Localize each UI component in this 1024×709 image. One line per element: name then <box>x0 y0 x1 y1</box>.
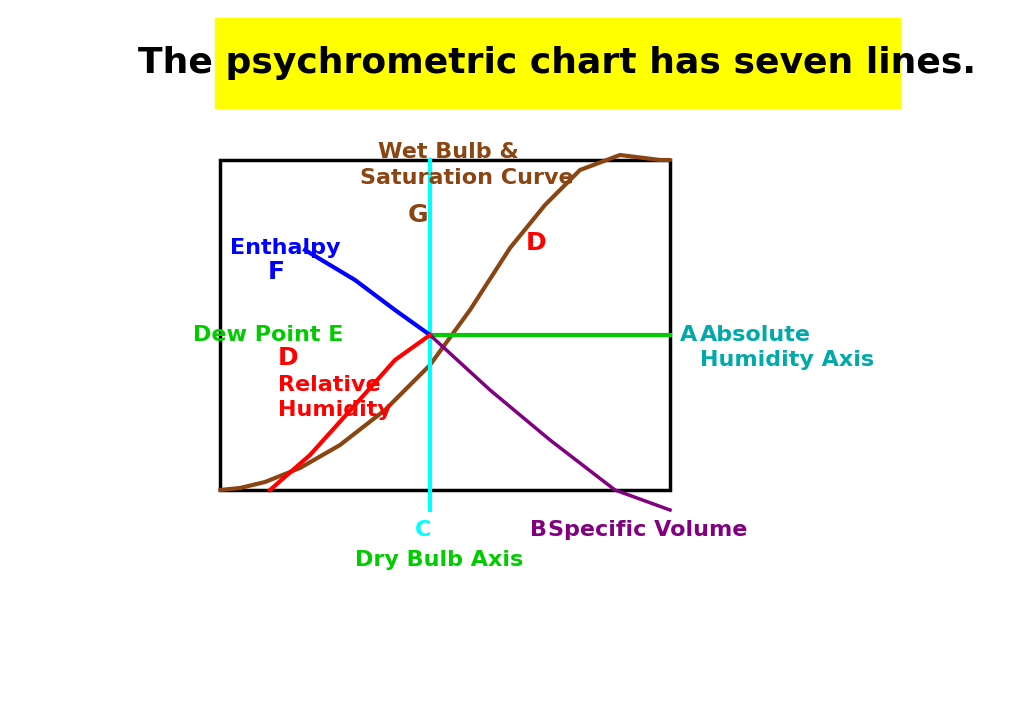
Text: Saturation Curve: Saturation Curve <box>360 168 573 188</box>
Text: Absolute: Absolute <box>700 325 811 345</box>
Text: Humidity Axis: Humidity Axis <box>700 350 874 370</box>
Text: G: G <box>408 203 429 227</box>
Text: A: A <box>680 325 697 345</box>
Text: F: F <box>268 260 285 284</box>
Bar <box>220 160 670 490</box>
Text: Humidity: Humidity <box>278 400 392 420</box>
Text: Dry Bulb Axis: Dry Bulb Axis <box>355 550 523 570</box>
Text: Dew Point E: Dew Point E <box>193 325 343 345</box>
Text: D: D <box>526 231 547 255</box>
Text: Enthalpy: Enthalpy <box>230 238 341 258</box>
Text: Wet Bulb &: Wet Bulb & <box>378 142 519 162</box>
Text: Specific Volume: Specific Volume <box>548 520 748 540</box>
Text: The psychrometric chart has seven lines.: The psychrometric chart has seven lines. <box>138 46 976 80</box>
Text: Relative: Relative <box>278 375 381 395</box>
Text: D: D <box>278 346 299 370</box>
Bar <box>215 18 900 108</box>
Text: B: B <box>530 520 547 540</box>
Text: C: C <box>415 520 431 540</box>
